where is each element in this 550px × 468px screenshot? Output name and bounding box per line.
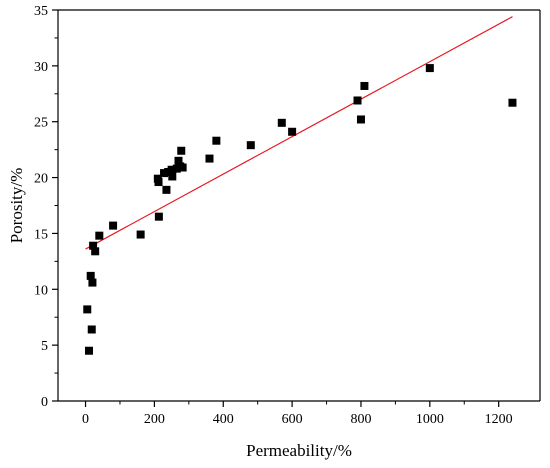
x-axis-title: Permeability/% <box>246 441 352 460</box>
data-point <box>425 64 434 73</box>
tick-labels: 0 200 400 600 800 1000 1200 0 5 10 15 20 25 30 35 <box>34 4 513 427</box>
x-tick-label: 200 <box>144 412 165 427</box>
data-point <box>89 241 98 250</box>
data-point <box>87 325 96 334</box>
data-point <box>277 118 286 127</box>
data-point <box>178 163 187 172</box>
y-axis-title: Porosity/% <box>7 168 26 244</box>
data-point <box>177 146 186 155</box>
y-tick-label: 20 <box>34 172 48 187</box>
data-point <box>154 178 163 187</box>
data-point <box>84 346 93 355</box>
data-point <box>168 172 177 181</box>
data-point <box>91 247 100 256</box>
fit-line-group <box>85 16 513 250</box>
x-tick-label: 400 <box>213 412 234 427</box>
fit-line <box>85 16 513 250</box>
data-point <box>136 230 145 239</box>
data-point <box>212 136 221 145</box>
axes <box>52 9 541 407</box>
y-tick-label: 35 <box>34 4 48 19</box>
data-point <box>508 98 517 107</box>
data-point <box>88 278 97 287</box>
data-point <box>83 305 92 314</box>
x-tick-label: 800 <box>350 412 371 427</box>
data-point <box>353 96 362 105</box>
data-point <box>246 141 255 150</box>
y-tick-label: 0 <box>41 395 48 410</box>
data-point <box>95 231 104 240</box>
data-point <box>86 271 95 280</box>
x-tick-label: 1200 <box>485 412 513 427</box>
x-tick-label: 1000 <box>416 412 444 427</box>
data-point <box>360 81 369 90</box>
data-point <box>109 221 118 230</box>
y-tick-label: 25 <box>34 116 48 131</box>
data-point <box>160 169 169 178</box>
data-point <box>288 127 297 136</box>
y-tick-label: 10 <box>34 283 48 298</box>
data-point <box>205 154 214 163</box>
data-point <box>167 165 176 174</box>
y-tick-label: 30 <box>34 60 48 75</box>
data-point <box>154 212 163 221</box>
y-tick-label: 5 <box>41 339 48 354</box>
data-point <box>162 185 171 194</box>
y-tick-label: 15 <box>34 227 48 242</box>
x-tick-label: 0 <box>82 412 89 427</box>
data-points <box>83 64 517 355</box>
x-tick-label: 600 <box>282 412 303 427</box>
data-point <box>174 156 183 165</box>
data-point <box>356 115 365 124</box>
